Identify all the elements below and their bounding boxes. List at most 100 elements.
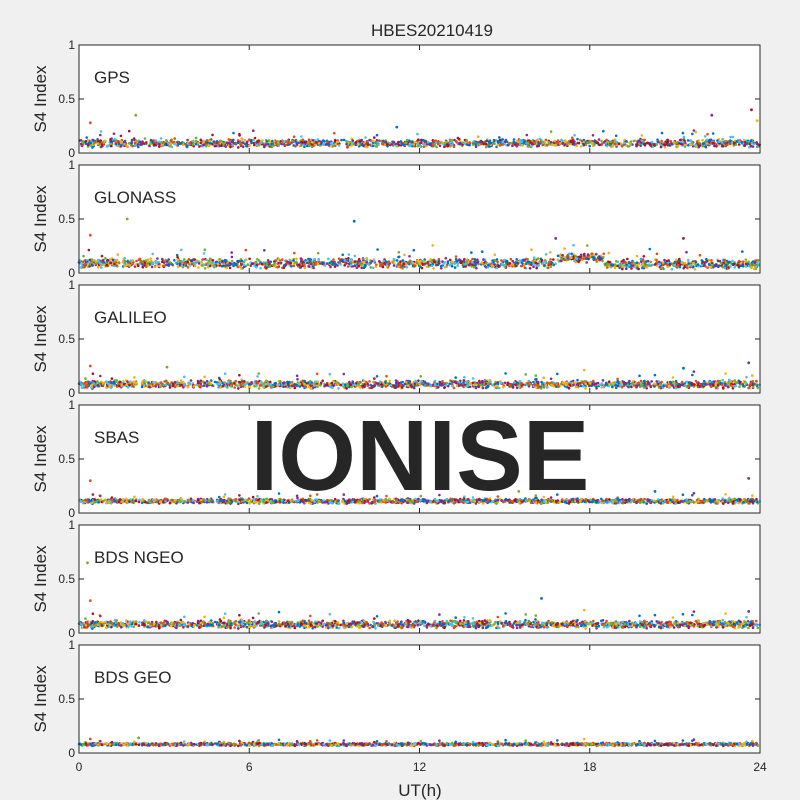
data-point xyxy=(328,261,332,265)
data-point xyxy=(670,268,674,271)
data-point xyxy=(164,143,167,147)
data-point xyxy=(115,264,118,267)
data-point xyxy=(430,260,433,263)
data-point xyxy=(375,382,379,385)
data-point xyxy=(277,383,281,387)
data-point xyxy=(742,138,746,142)
data-point xyxy=(412,143,416,146)
data-point xyxy=(139,260,143,264)
data-point xyxy=(561,141,564,145)
data-point xyxy=(331,261,335,265)
data-point xyxy=(86,143,90,147)
data-point xyxy=(625,263,628,267)
data-point xyxy=(456,264,459,268)
data-point xyxy=(515,145,518,148)
data-point xyxy=(511,386,515,389)
data-point xyxy=(84,377,87,380)
data-point xyxy=(737,265,741,269)
data-point xyxy=(589,139,592,143)
data-point xyxy=(752,263,756,267)
data-point xyxy=(307,265,311,268)
data-point xyxy=(607,384,611,388)
data-point xyxy=(265,140,269,143)
data-point xyxy=(205,258,208,262)
data-point xyxy=(90,258,94,261)
data-point xyxy=(343,259,347,262)
data-point xyxy=(295,142,299,146)
data-point xyxy=(277,143,281,146)
data-point xyxy=(265,264,269,267)
data-point xyxy=(155,260,158,264)
data-point xyxy=(449,144,452,148)
data-point xyxy=(536,264,539,268)
data-point xyxy=(655,261,659,264)
data-point xyxy=(319,140,323,143)
data-point xyxy=(197,141,200,145)
data-point xyxy=(219,139,222,142)
data-point xyxy=(100,266,103,269)
data-point xyxy=(288,258,292,262)
data-point xyxy=(351,139,355,142)
data-point xyxy=(295,257,298,261)
data-point xyxy=(630,260,634,264)
data-point xyxy=(631,381,634,385)
data-point xyxy=(669,139,672,143)
data-point xyxy=(625,140,628,143)
data-point xyxy=(90,383,94,387)
data-point xyxy=(198,145,201,148)
data-point xyxy=(238,140,242,143)
data-point xyxy=(290,139,294,143)
data-point xyxy=(680,261,684,265)
data-point xyxy=(336,140,340,143)
data-point xyxy=(576,137,579,141)
data-point xyxy=(263,381,267,384)
data-point xyxy=(476,258,479,262)
data-point xyxy=(370,260,374,263)
data-point xyxy=(491,259,495,262)
data-point xyxy=(641,266,644,270)
data-point xyxy=(340,138,343,142)
data-point xyxy=(702,379,706,383)
data-point xyxy=(493,142,496,145)
data-point xyxy=(265,385,268,388)
data-point xyxy=(110,377,114,380)
y-tick-label: 0.5 xyxy=(58,212,75,226)
data-point xyxy=(454,255,458,258)
data-point xyxy=(420,266,424,270)
data-point xyxy=(473,257,477,261)
data-point xyxy=(639,379,643,383)
data-point xyxy=(700,259,704,262)
data-point xyxy=(729,139,732,143)
data-point xyxy=(203,248,207,251)
data-point xyxy=(304,385,308,389)
data-point xyxy=(253,136,257,140)
data-point xyxy=(85,136,88,139)
data-point xyxy=(474,262,477,266)
data-point xyxy=(240,267,243,270)
data-point xyxy=(134,139,138,142)
data-point xyxy=(288,386,292,390)
data-point xyxy=(141,265,144,269)
data-point xyxy=(372,139,375,143)
data-point xyxy=(245,144,248,148)
data-point xyxy=(234,379,238,383)
data-point xyxy=(689,139,693,143)
data-point xyxy=(302,262,306,266)
data-point xyxy=(101,381,105,385)
data-point xyxy=(232,131,235,135)
data-point xyxy=(281,258,284,261)
data-point xyxy=(744,382,748,385)
data-point xyxy=(569,140,572,143)
data-point xyxy=(242,263,246,267)
data-point xyxy=(205,143,208,147)
data-point xyxy=(627,385,630,389)
data-point xyxy=(437,386,440,389)
data-point xyxy=(463,142,467,145)
data-point xyxy=(402,143,405,146)
data-point xyxy=(497,264,500,268)
data-point xyxy=(729,135,732,139)
y-tick-label: 1 xyxy=(68,38,75,52)
data-point xyxy=(123,259,126,263)
data-point xyxy=(193,264,197,268)
